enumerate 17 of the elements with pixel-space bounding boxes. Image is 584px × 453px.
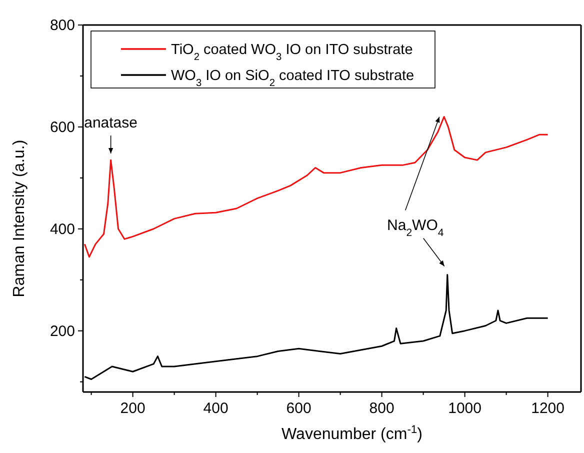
y-tick-label: 800 [50, 17, 75, 34]
legend-label: WO$_{3}$ IO on SiO$_{2}$ coated ITO substrate [171, 68, 414, 88]
x-tick-label: 200 [120, 400, 146, 417]
legend-label: TiO$_{2}$ coated WO$_{3}$ IO on ITO substrate [171, 42, 413, 62]
line-series [84, 116, 549, 258]
x-axis-title: Wavenumber (cm$^{-1}$) [282, 424, 422, 443]
x-tick-label: 600 [286, 400, 312, 417]
annotation: Na$_{2}$WO$_{4}$ [387, 217, 444, 240]
x-tick-label: 1200 [531, 400, 564, 417]
y-tick-label: 600 [50, 118, 75, 136]
y-tick-label: 200 [50, 322, 75, 340]
x-tick-label: 1000 [448, 400, 482, 417]
annotation: anatase [84, 114, 138, 132]
x-tick-label: 800 [369, 400, 394, 417]
x-tick-label: 400 [203, 400, 228, 417]
y-axis-title: Raman Intensity (a.u.) [11, 140, 28, 298]
y-tick-label: 400 [50, 220, 75, 238]
